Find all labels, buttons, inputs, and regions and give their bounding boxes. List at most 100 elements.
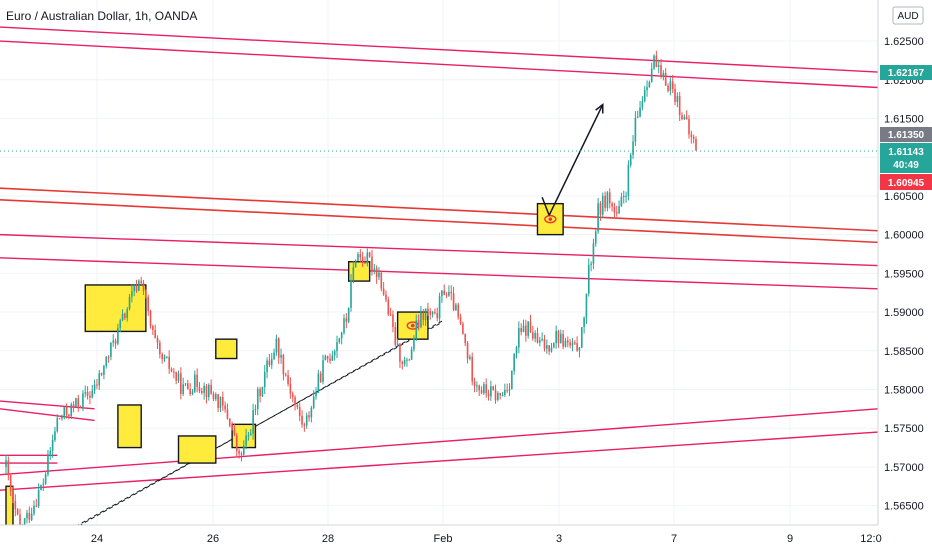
price-tag-resistance (880, 65, 932, 80)
candle-body (63, 406, 66, 418)
candle-body (149, 310, 152, 326)
price-tick-label: 1.58500 (884, 346, 924, 358)
time-tick-label: 7 (671, 533, 677, 545)
trend-line (0, 187, 879, 232)
candle-body (403, 359, 406, 364)
candle-body (124, 313, 126, 318)
candle-body (91, 390, 94, 398)
candle-body (7, 460, 10, 476)
candle-body (65, 406, 68, 415)
candle-body (473, 381, 476, 386)
candle-body (515, 347, 518, 354)
candle-body (324, 356, 327, 361)
price-axis[interactable] (878, 0, 932, 550)
highlight-box (84, 284, 147, 333)
candle-body (462, 323, 464, 335)
candle-body (545, 345, 548, 349)
candle-body (70, 404, 73, 417)
price-tick-label: 1.58000 (884, 384, 924, 396)
trend-line (0, 198, 879, 244)
candle-body (282, 354, 285, 375)
candle-body (259, 389, 261, 397)
candle-body (336, 342, 338, 352)
candle-body (608, 192, 611, 204)
eye-icon-outline (544, 214, 557, 224)
candle-body (657, 65, 660, 68)
candle-body (643, 90, 646, 102)
candle-body (569, 342, 571, 346)
candle-body (590, 263, 592, 265)
candle-body (16, 509, 19, 515)
candle-body (196, 374, 198, 388)
candle-body (394, 327, 397, 345)
candle-body (308, 415, 310, 418)
candle-body (273, 352, 275, 359)
candle-body (352, 267, 355, 281)
candles (5, 50, 697, 530)
candle-body (427, 308, 429, 312)
price-tick-label: 1.59000 (884, 307, 924, 319)
candle-body (277, 338, 280, 358)
candle-body (497, 392, 499, 401)
candle-body (676, 95, 679, 102)
candle-body (415, 320, 418, 339)
candle-body (522, 325, 525, 332)
price-tick-label: 1.56500 (884, 501, 924, 513)
candle-body (422, 312, 425, 320)
candle-body (280, 354, 282, 358)
candle-body (103, 365, 105, 375)
candle-body (681, 115, 683, 120)
time-tick-label: 28 (322, 533, 334, 545)
candle-body (371, 256, 373, 271)
candle-body (226, 409, 229, 419)
candle-body (9, 475, 12, 492)
candle-body (315, 392, 317, 397)
price-tick-label: 1.60000 (884, 230, 924, 242)
candle-body (401, 361, 404, 364)
candle-body (161, 354, 163, 360)
candle-body (58, 418, 61, 420)
candle-body (340, 332, 343, 339)
price-tick-label: 1.57000 (884, 462, 924, 474)
candle-body (305, 415, 308, 426)
time-axis[interactable] (0, 525, 878, 550)
candle-body (441, 290, 443, 297)
candle-body (359, 254, 362, 258)
candle-body (646, 87, 648, 91)
candle-body (89, 395, 91, 398)
candle-body (578, 347, 581, 351)
candle-body (504, 390, 506, 395)
candle-body (695, 138, 697, 151)
candle-body (317, 373, 320, 393)
candle-body (289, 383, 292, 394)
candle-body (406, 359, 408, 361)
candle-body (532, 332, 534, 339)
candle-body (100, 373, 103, 375)
projection-arrow-head (595, 102, 604, 114)
candle-body (168, 356, 170, 369)
candle-body (357, 254, 359, 261)
candle-body (121, 313, 124, 321)
candle-body (54, 431, 56, 440)
trend-line (0, 431, 879, 491)
candle-body (552, 342, 555, 348)
candle-body (492, 386, 495, 390)
price-axis-ticks: 1.56500 1.57000 1.57500 1.58000 1.58500 1.590… (884, 36, 924, 513)
candle-body (338, 338, 341, 343)
currency-badge[interactable] (892, 6, 924, 25)
candle-body (266, 360, 268, 372)
candle-body (75, 398, 77, 407)
time-tick-label: 3 (556, 533, 562, 545)
price-tag-resistance-label: 1.62167 (888, 68, 925, 79)
candle-body (604, 195, 606, 208)
candle-body (105, 356, 108, 366)
candle-body (490, 386, 492, 397)
highlight-box (117, 404, 142, 449)
candle-body (692, 136, 695, 139)
candle-body (326, 356, 329, 359)
candle-body (632, 141, 634, 155)
candle-body (688, 118, 690, 135)
trend-line (0, 233, 879, 267)
